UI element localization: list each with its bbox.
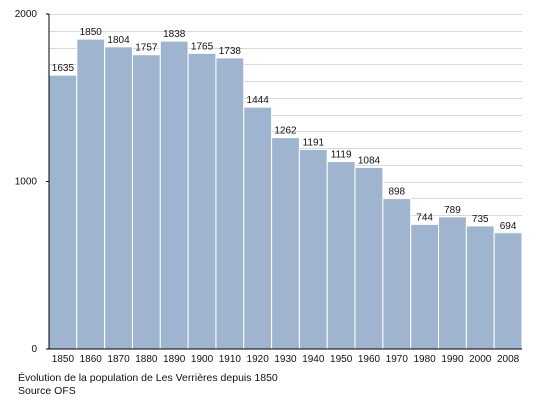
data-label-1990: 789 [444,205,461,216]
data-label-1900: 1765 [191,41,214,52]
data-label-1860: 1850 [80,27,103,38]
bar-1940 [298,149,328,350]
axes: 0 1000 2000 1850 1860 1870 1880 1890 1900 1910 192… [15,9,522,365]
data-label-1880: 1757 [135,43,158,54]
x-tick-label-1850: 1850 [52,354,75,365]
bar-1960 [354,166,384,350]
x-tick-label-1890: 1890 [163,354,186,365]
data-label-1920: 1444 [247,95,270,106]
chart-caption: Évolution de la population de Les Verriè… [18,372,278,384]
x-tick-label-2008: 2008 [497,354,520,365]
bars [48,38,523,350]
bar-1850 [48,74,78,350]
x-tick-label-1900: 1900 [191,354,214,365]
x-tick-label-1870: 1870 [107,354,130,365]
data-label-1940: 1191 [303,138,325,149]
bar-1860 [76,38,106,350]
x-tick-label-1910: 1910 [219,354,242,365]
y-tick-label: 1000 [15,177,38,188]
data-label-1960: 1084 [358,155,381,166]
x-tick-label-1860: 1860 [80,354,103,365]
bar-1880 [131,54,161,350]
data-label-2008: 694 [500,221,517,232]
y-tick-label: 0 [31,344,37,355]
x-tick-label-1950: 1950 [330,354,353,365]
data-label-1970: 898 [388,187,405,198]
data-labels: 1635 1850 1804 1757 1838 1765 1738 1444 1262 1191… [52,27,517,232]
bar-1910 [215,57,245,350]
data-label-1930: 1262 [274,126,297,137]
data-label-1910: 1738 [219,46,242,57]
x-tick-label-1990: 1990 [441,354,464,365]
bar-1890 [159,40,189,350]
bar-2000 [465,225,495,350]
bar-1970 [382,198,412,350]
x-tick-label-1930: 1930 [274,354,297,365]
data-label-1950: 1119 [331,150,352,161]
bar-2008 [493,232,523,350]
data-label-1850: 1635 [52,63,75,74]
data-label-1870: 1804 [107,35,130,46]
data-label-1890: 1838 [163,29,186,40]
bar-1920 [243,106,273,350]
bar-1950 [326,161,356,350]
x-tick-label-1880: 1880 [135,354,158,365]
x-tick-label-1960: 1960 [358,354,381,365]
data-label-1980: 744 [416,212,433,223]
bar-1980 [410,223,440,350]
x-tick-label-1920: 1920 [247,354,270,365]
x-tick-label-2000: 2000 [469,354,492,365]
bar-1900 [187,52,217,350]
bar-1930 [271,137,300,350]
bar-1990 [438,216,467,350]
x-tick-label-1940: 1940 [302,354,325,365]
data-label-2000: 735 [472,214,489,225]
x-tick-label-1970: 1970 [386,354,409,365]
bar-1870 [104,46,133,350]
y-tick-label: 2000 [15,9,38,20]
chart-source: Source OFS [18,385,76,397]
x-tick-label-1980: 1980 [413,354,436,365]
